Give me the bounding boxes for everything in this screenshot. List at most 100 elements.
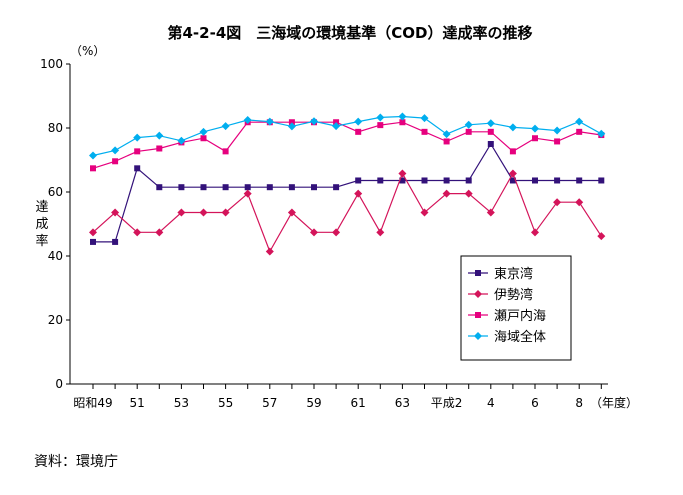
series-4 bbox=[89, 112, 606, 160]
data-point bbox=[377, 122, 384, 129]
data-point bbox=[597, 129, 606, 138]
data-point bbox=[156, 145, 163, 152]
data-point bbox=[354, 189, 363, 198]
data-point bbox=[399, 119, 406, 126]
data-point bbox=[376, 113, 385, 122]
data-point bbox=[156, 184, 163, 191]
data-point bbox=[221, 208, 230, 217]
x-ticks: 昭和49 51 53 55 57 59 61 63 平成2 4 6 8 bbox=[73, 384, 602, 410]
data-point bbox=[111, 146, 120, 155]
data-point bbox=[464, 120, 473, 129]
data-point bbox=[487, 141, 494, 147]
y-tick-label: 100 bbox=[40, 57, 63, 71]
data-point bbox=[200, 184, 207, 191]
x-tick-label: 61 bbox=[351, 396, 366, 410]
data-point bbox=[89, 151, 97, 160]
data-point bbox=[265, 247, 274, 256]
data-point bbox=[532, 177, 538, 184]
legend-label: 海域全体 bbox=[494, 329, 546, 345]
series-2 bbox=[89, 169, 606, 256]
data-point bbox=[134, 148, 141, 155]
legend-label: 伊勢湾 bbox=[494, 287, 533, 303]
data-point bbox=[486, 208, 495, 217]
data-point bbox=[243, 116, 252, 124]
data-point bbox=[155, 131, 164, 140]
data-point bbox=[112, 158, 119, 165]
data-point bbox=[266, 184, 273, 191]
y-axis-label-char-2: 成 bbox=[35, 217, 48, 232]
data-point bbox=[222, 148, 229, 155]
data-point bbox=[288, 184, 295, 191]
data-point bbox=[399, 177, 406, 184]
data-point bbox=[554, 138, 561, 145]
plot-area bbox=[89, 112, 606, 256]
x-tick-label: 53 bbox=[174, 396, 189, 410]
data-point bbox=[398, 112, 407, 121]
data-point bbox=[443, 138, 450, 145]
source-note: 資料：環境庁 bbox=[34, 454, 118, 470]
data-point bbox=[576, 177, 583, 184]
chart-title: 第4-2-4図 三海域の環境基準（COD）達成率の推移 bbox=[168, 24, 533, 42]
data-point bbox=[398, 169, 407, 178]
data-point bbox=[112, 238, 119, 245]
data-point bbox=[531, 228, 539, 237]
data-point bbox=[243, 189, 252, 198]
data-point bbox=[575, 198, 584, 207]
data-point bbox=[508, 169, 517, 178]
data-point bbox=[554, 177, 561, 184]
x-tick-label: 51 bbox=[130, 396, 145, 410]
data-point bbox=[333, 184, 340, 191]
data-point bbox=[177, 136, 186, 145]
data-point bbox=[287, 122, 296, 131]
data-point bbox=[355, 177, 362, 184]
y-tick-label: 40 bbox=[48, 249, 63, 263]
data-point bbox=[177, 208, 186, 217]
data-point bbox=[134, 165, 141, 172]
data-point bbox=[598, 177, 605, 184]
data-point bbox=[576, 128, 583, 135]
data-point bbox=[155, 228, 164, 237]
data-point bbox=[597, 232, 606, 241]
legend-marker bbox=[475, 312, 481, 318]
data-point bbox=[244, 184, 251, 191]
data-point bbox=[200, 135, 207, 142]
data-point bbox=[354, 117, 363, 126]
y-ticks: 0 20 40 60 80 100 bbox=[40, 57, 70, 391]
data-point bbox=[288, 119, 295, 126]
series-line bbox=[92, 115, 602, 157]
data-point bbox=[311, 184, 317, 191]
data-point bbox=[532, 135, 538, 142]
data-point bbox=[443, 177, 450, 184]
y-axis-label-char-3: 率 bbox=[35, 233, 48, 249]
x-tick-label: 59 bbox=[306, 396, 321, 410]
data-point bbox=[509, 148, 516, 155]
legend-label: 東京湾 bbox=[494, 266, 533, 282]
data-point bbox=[377, 177, 384, 184]
data-point bbox=[420, 114, 429, 123]
x-unit-label: （年度） bbox=[590, 395, 638, 410]
data-point bbox=[442, 130, 451, 139]
data-point bbox=[486, 119, 495, 128]
data-point bbox=[531, 124, 539, 133]
data-point bbox=[508, 123, 517, 132]
data-point bbox=[465, 177, 472, 184]
x-tick-label: 昭和49 bbox=[73, 396, 112, 410]
y-unit-label: （%） bbox=[70, 44, 105, 58]
data-point bbox=[421, 128, 428, 135]
x-tick-label: 57 bbox=[262, 396, 277, 410]
data-point bbox=[111, 208, 120, 217]
data-point bbox=[421, 177, 428, 184]
data-point bbox=[553, 198, 562, 207]
data-point bbox=[465, 128, 472, 135]
data-point bbox=[464, 189, 473, 198]
data-point bbox=[178, 184, 185, 191]
data-point bbox=[199, 127, 208, 136]
legend-marker bbox=[474, 290, 482, 298]
data-point bbox=[90, 165, 96, 172]
data-point bbox=[310, 117, 318, 126]
data-point bbox=[265, 117, 274, 126]
legend-marker bbox=[474, 332, 482, 340]
data-point bbox=[442, 189, 451, 198]
data-point bbox=[133, 228, 142, 237]
